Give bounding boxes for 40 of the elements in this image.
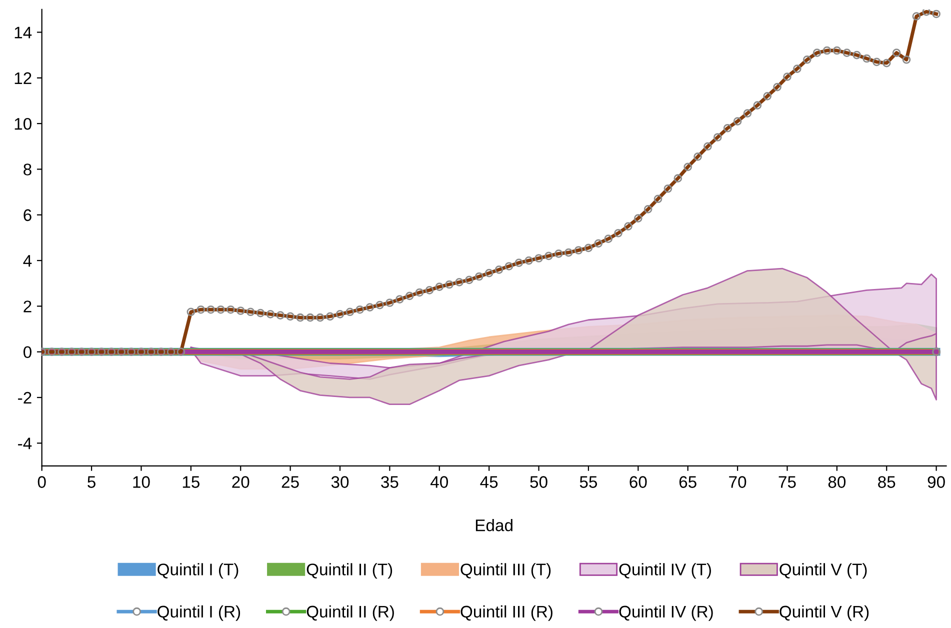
x-tick-label: 40: [430, 476, 448, 488]
legend-label: Quintil V (T): [780, 563, 867, 579]
legend-label: Quintil I (T): [158, 563, 238, 579]
y-tick-label: 2: [24, 300, 32, 312]
legend-label: Quintil V (R): [780, 605, 869, 621]
y-tick-label: 0: [24, 346, 32, 358]
x-tick-label: 15: [182, 476, 200, 488]
x-tick-label: 0: [38, 476, 46, 488]
y-tick-label: 4: [23, 255, 32, 267]
x-tick-label: 25: [282, 476, 299, 488]
x-tick-label: 65: [679, 476, 696, 488]
y-tick-label: 8: [24, 164, 32, 176]
y-tick-label: 6: [24, 209, 32, 222]
x-tick-label: 85: [878, 476, 896, 488]
x-tick-label: 20: [232, 476, 250, 488]
y-tick-label: 12: [14, 72, 32, 84]
x-tick-label: 30: [331, 476, 349, 488]
x-tick-label: 35: [381, 476, 398, 488]
x-tick-label: 10: [133, 476, 150, 488]
x-tick-label: 80: [828, 476, 846, 488]
x-tick-label: 90: [928, 476, 945, 488]
x-tick-label: 60: [630, 476, 647, 488]
x-tick-label: 5: [88, 476, 96, 488]
x-tick-label: 70: [729, 476, 746, 488]
legend-label: Quintil II (R): [306, 605, 394, 621]
y-tick-label: -2: [18, 392, 32, 404]
y-tick-label: 10: [14, 118, 32, 130]
legend-label: Quintil I (R): [158, 605, 240, 621]
x-tick-label: 45: [480, 476, 498, 488]
x-tick-label: 75: [778, 476, 796, 488]
x-axis-title: Edad: [476, 519, 512, 532]
legend-label: Quintil III (T): [460, 563, 551, 579]
x-tick-label: 50: [530, 476, 548, 488]
legend-label: Quintil III (R): [460, 605, 552, 621]
legend-label: Quintil IV (T): [619, 563, 711, 579]
legend-label: Quintil II (T): [306, 563, 392, 579]
y-tick-label: -4: [18, 438, 32, 450]
x-tick-label: 55: [580, 476, 598, 488]
y-tick-label: 14: [14, 26, 32, 38]
legend-label: Quintil IV (R): [619, 605, 713, 621]
